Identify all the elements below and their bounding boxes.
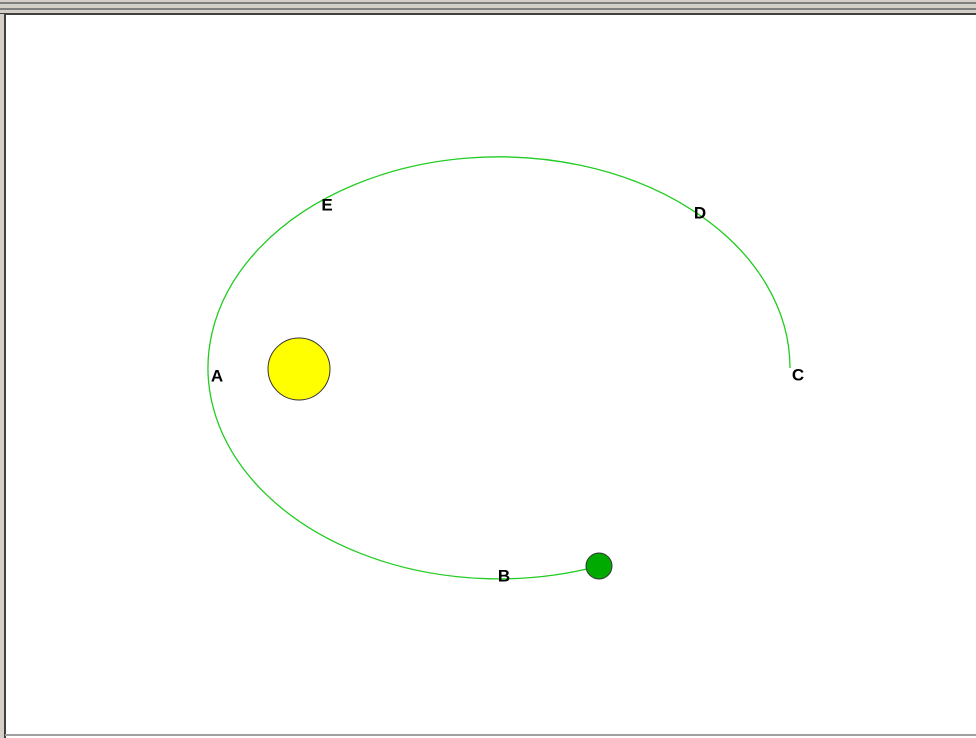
- point-label: B: [498, 566, 510, 585]
- window: A B C D E: [0, 0, 976, 738]
- point-label: E: [321, 195, 332, 214]
- planet: [586, 553, 612, 579]
- sun: [268, 338, 330, 400]
- point-label: C: [792, 365, 804, 384]
- page: A B C D E (() => { const data = JSON.par…: [0, 0, 976, 738]
- point-label: D: [694, 203, 706, 222]
- canvas: [0, 0, 976, 738]
- point-label: A: [211, 366, 223, 385]
